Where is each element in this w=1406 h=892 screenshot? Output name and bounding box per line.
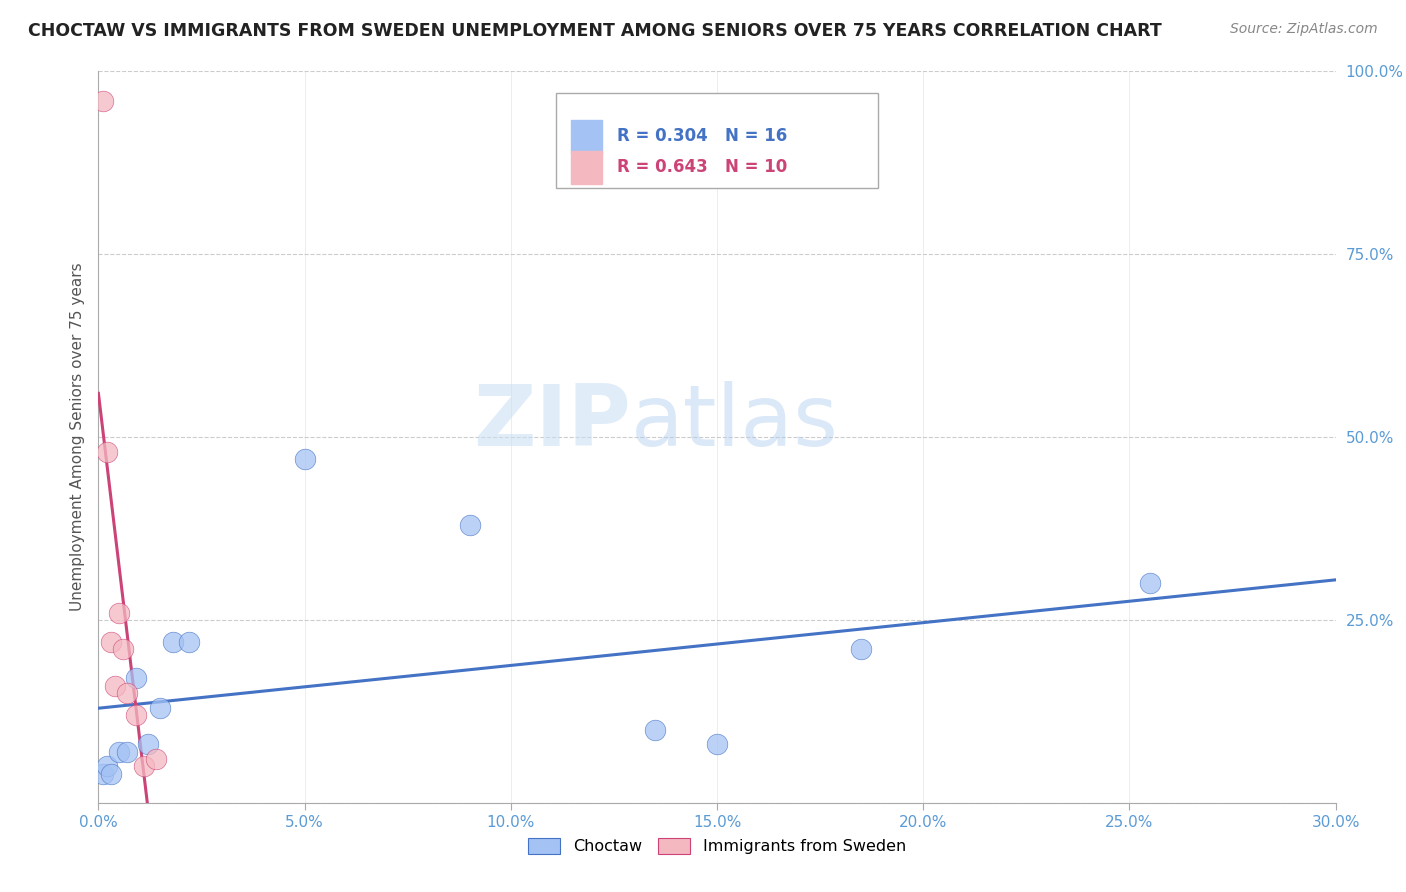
Point bbox=[100, 766, 122, 780]
Point bbox=[117, 745, 139, 759]
Point bbox=[136, 737, 159, 751]
Point bbox=[112, 642, 135, 657]
Text: ZIP: ZIP bbox=[472, 381, 630, 464]
Point bbox=[117, 686, 139, 700]
Text: CHOCTAW VS IMMIGRANTS FROM SWEDEN UNEMPLOYMENT AMONG SENIORS OVER 75 YEARS CORRE: CHOCTAW VS IMMIGRANTS FROM SWEDEN UNEMPL… bbox=[28, 22, 1161, 40]
Y-axis label: Unemployment Among Seniors over 75 years: Unemployment Among Seniors over 75 years bbox=[69, 263, 84, 611]
Point bbox=[124, 708, 146, 723]
Point bbox=[100, 635, 122, 649]
Point bbox=[162, 635, 184, 649]
Point bbox=[91, 766, 114, 780]
Point bbox=[96, 759, 118, 773]
Point bbox=[458, 517, 481, 532]
Text: Source: ZipAtlas.com: Source: ZipAtlas.com bbox=[1230, 22, 1378, 37]
Point bbox=[1139, 576, 1161, 591]
Bar bbox=[571, 151, 602, 184]
Point bbox=[644, 723, 666, 737]
Point bbox=[108, 606, 131, 620]
FancyBboxPatch shape bbox=[557, 94, 877, 188]
Point bbox=[132, 759, 155, 773]
Text: R = 0.643   N = 10: R = 0.643 N = 10 bbox=[617, 159, 787, 177]
Point bbox=[108, 745, 131, 759]
Legend: Choctaw, Immigrants from Sweden: Choctaw, Immigrants from Sweden bbox=[522, 831, 912, 861]
Point bbox=[149, 700, 172, 714]
Point bbox=[294, 452, 316, 467]
Point bbox=[851, 642, 873, 657]
Point bbox=[706, 737, 728, 751]
Point bbox=[104, 679, 127, 693]
Text: R = 0.304   N = 16: R = 0.304 N = 16 bbox=[617, 127, 787, 145]
Point bbox=[124, 672, 146, 686]
Bar bbox=[571, 120, 602, 153]
Point bbox=[145, 752, 167, 766]
Point bbox=[91, 94, 114, 108]
Text: atlas: atlas bbox=[630, 381, 838, 464]
Point bbox=[96, 444, 118, 458]
Point bbox=[179, 635, 201, 649]
